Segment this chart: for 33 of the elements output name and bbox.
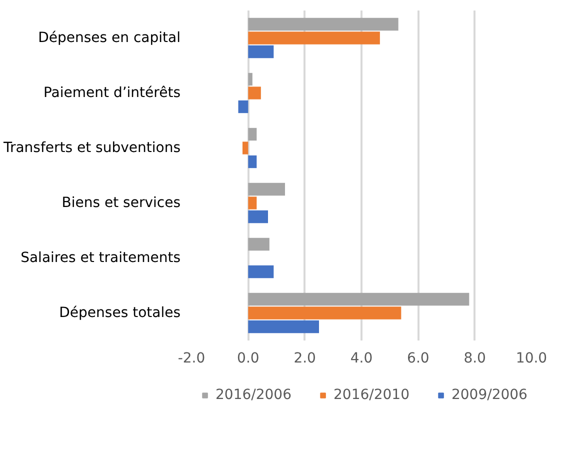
bar — [248, 18, 398, 31]
bar — [248, 196, 257, 210]
bar — [238, 100, 248, 114]
y-tick-label: Dépenses totales — [59, 305, 181, 321]
x-tick-label: 0.0 — [237, 350, 260, 366]
x-tick-label: 8.0 — [464, 350, 486, 366]
x-tick-label: 10.0 — [516, 350, 548, 366]
x-tick-label: 4.0 — [350, 350, 373, 366]
y-tick-label: Biens et services — [62, 195, 181, 211]
bar — [248, 86, 261, 100]
legend-label: 2009/2006 — [451, 387, 528, 403]
legend-label: 2016/2010 — [334, 387, 410, 403]
bar — [248, 320, 319, 334]
x-tick-label: 2.0 — [294, 350, 316, 366]
bar — [248, 45, 274, 58]
legend-label: 2016/2006 — [216, 387, 292, 403]
bar — [248, 210, 268, 224]
bar — [242, 142, 248, 154]
y-tick-label: Dépenses en capital — [38, 30, 181, 46]
y-tick-label: Transferts et subventions — [2, 140, 181, 156]
bar — [248, 155, 257, 168]
bar — [248, 32, 380, 44]
bar — [248, 128, 257, 141]
bar — [248, 182, 285, 196]
y-tick-label: Salaires et traitements — [20, 250, 180, 266]
y-tick-label: Paiement d’intérêts — [43, 85, 181, 101]
bar — [248, 306, 402, 320]
bar — [248, 72, 252, 86]
bar — [248, 238, 270, 251]
bar — [248, 292, 470, 306]
bar — [248, 265, 274, 278]
x-tick-label: 6.0 — [407, 350, 430, 366]
x-tick-label: -2.0 — [178, 350, 206, 366]
